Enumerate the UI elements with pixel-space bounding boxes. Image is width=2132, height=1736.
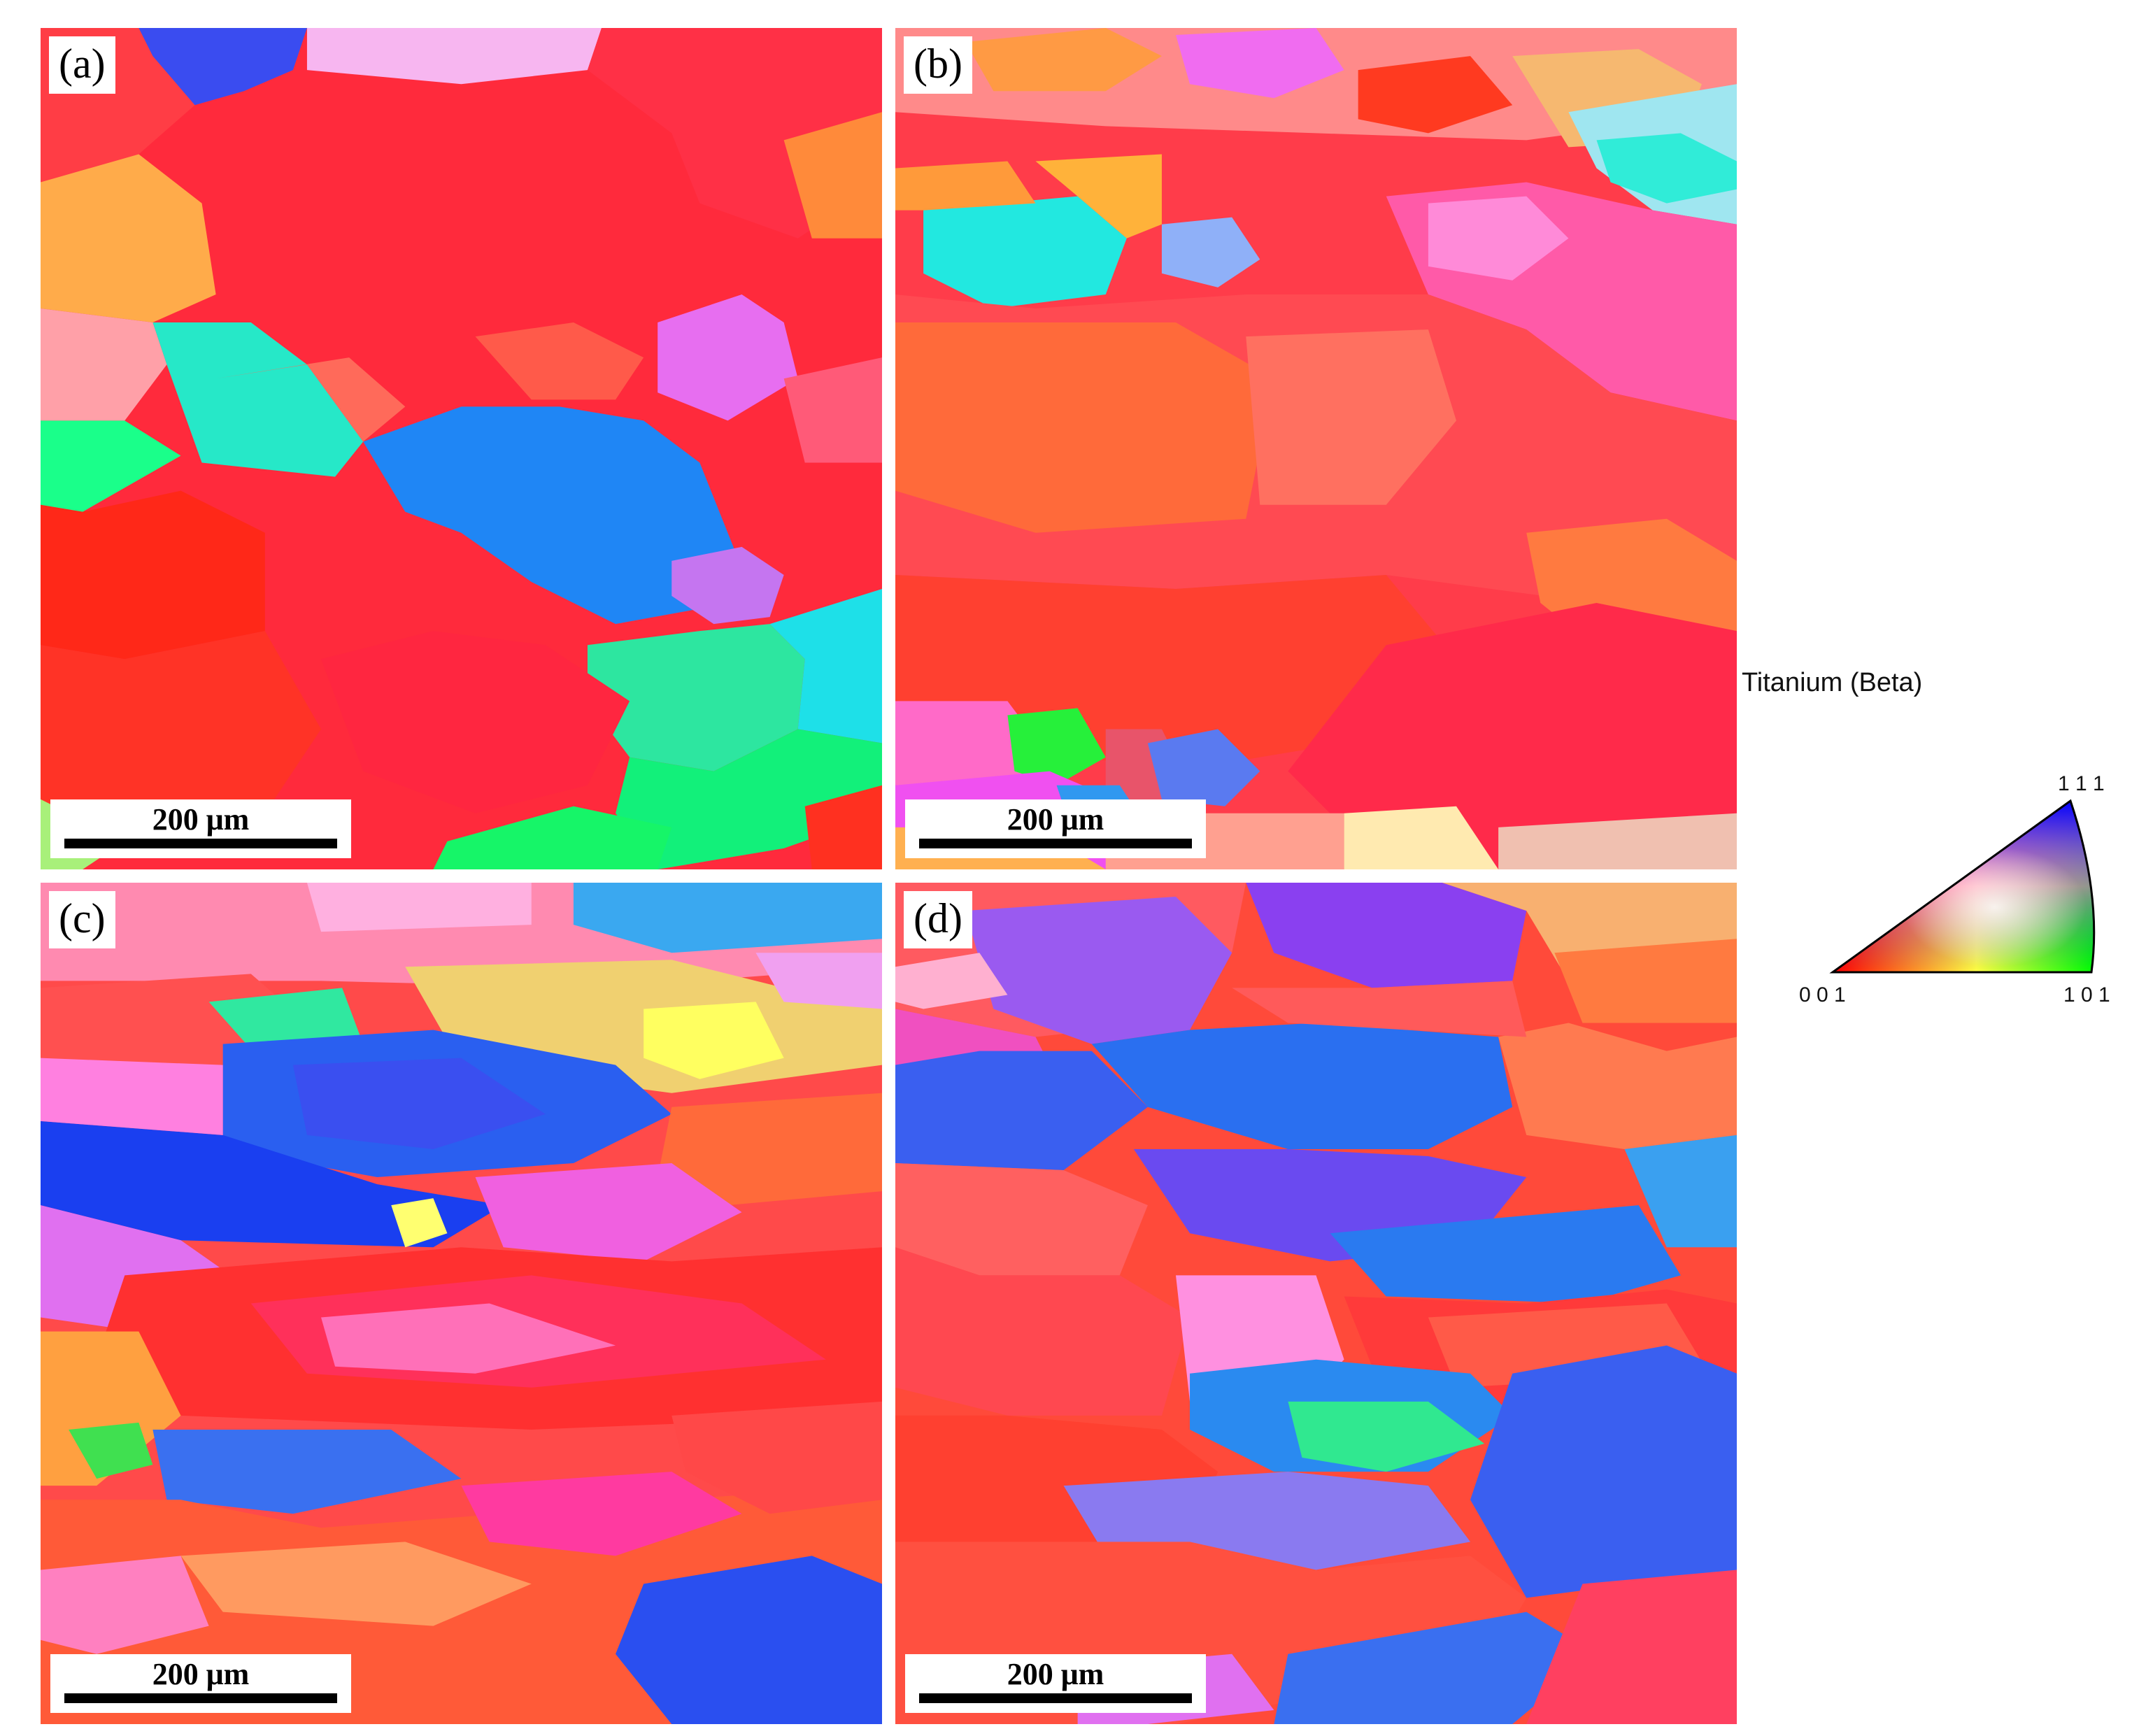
ipf-label-101: 1 0 1 bbox=[2063, 983, 2110, 1006]
orientation-map-c bbox=[41, 883, 882, 1724]
scale-bar-d: 200 μm bbox=[905, 1654, 1206, 1713]
panel-label-a: (a) bbox=[49, 36, 115, 94]
ebsd-map-b: (b) 200 μm bbox=[895, 28, 1737, 869]
panel-label-d: (d) bbox=[904, 891, 972, 948]
panel-label-c: (c) bbox=[49, 891, 115, 948]
legend-title: Titanium (Beta) bbox=[1742, 668, 1923, 697]
scale-bar-line-d bbox=[919, 1693, 1192, 1703]
ebsd-map-d: (d) 200 μm bbox=[895, 883, 1737, 1724]
scale-bar-label-b: 200 μm bbox=[1007, 802, 1104, 837]
ebsd-map-a: (a) 200 μm bbox=[41, 28, 882, 869]
scale-bar-line-b bbox=[919, 839, 1192, 848]
ebsd-map-c: (c) 200 μm bbox=[41, 883, 882, 1724]
ipf-triangle-outline bbox=[1829, 799, 2096, 974]
ipf-label-001: 0 0 1 bbox=[1799, 983, 1846, 1006]
scale-bar-label-c: 200 μm bbox=[152, 1657, 250, 1691]
scale-bar-a: 200 μm bbox=[50, 799, 351, 858]
orientation-map-a bbox=[41, 28, 882, 869]
scale-bar-b: 200 μm bbox=[905, 799, 1206, 858]
ipf-color-key: 1 1 1 0 0 1 1 0 1 bbox=[1799, 772, 2110, 1006]
scale-bar-c: 200 μm bbox=[50, 1654, 351, 1713]
scale-bar-line-a bbox=[64, 839, 337, 848]
orientation-map-d bbox=[895, 883, 1737, 1724]
ipf-label-111: 1 1 1 bbox=[2058, 772, 2105, 795]
scale-bar-label-d: 200 μm bbox=[1007, 1657, 1104, 1691]
ipf-triangle-white bbox=[1833, 801, 2094, 972]
scale-bar-label-a: 200 μm bbox=[152, 802, 250, 837]
scale-bar-line-c bbox=[64, 1693, 337, 1703]
panel-label-b: (b) bbox=[904, 36, 972, 94]
orientation-map-b bbox=[895, 28, 1737, 869]
